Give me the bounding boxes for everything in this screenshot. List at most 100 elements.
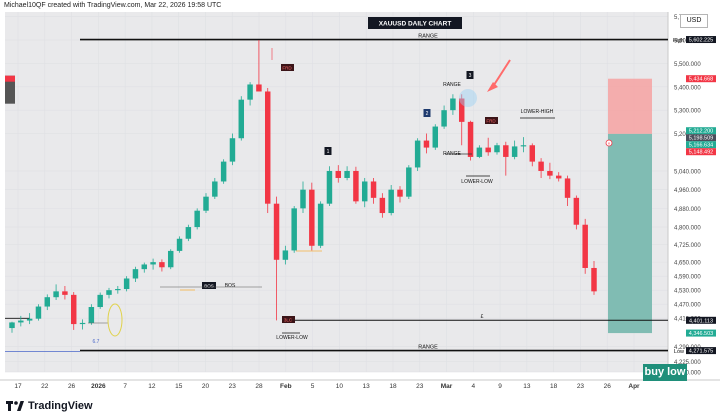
candle-body [317, 203, 324, 246]
candle-body [35, 306, 42, 319]
annotation-label: BOS [225, 283, 236, 289]
candle-body [503, 145, 509, 157]
x-tick-label: 20 [202, 383, 210, 390]
candle-body [582, 224, 588, 268]
y-tick-label: 4,180.000 [674, 371, 701, 377]
candle-body [511, 146, 518, 157]
candle-body [88, 307, 95, 323]
x-tick-label: 7 [123, 383, 127, 390]
price-tag-prefix: High [673, 38, 684, 44]
price-tag-box [686, 148, 716, 156]
annotation-badge [282, 316, 295, 323]
candle-body [44, 297, 51, 307]
annotation-label: BOS [204, 284, 214, 289]
take-profit-zone [608, 133, 652, 334]
y-tick-label: 4,880.000 [674, 207, 701, 213]
candle-body [203, 196, 209, 211]
x-tick-label: 23 [577, 383, 585, 390]
candle-body [326, 170, 333, 204]
x-tick-label: 22 [41, 383, 49, 390]
tradingview-brand-text: TradingView [28, 400, 93, 412]
candle-body [591, 267, 597, 292]
candle-body [53, 291, 59, 298]
candle-body [388, 189, 394, 214]
candle-body [467, 121, 474, 157]
candle-body [370, 181, 377, 198]
wave-label: 3 [469, 73, 472, 79]
buy-low-label: buy low [643, 364, 687, 381]
red-arrow-head [487, 82, 498, 92]
price-tag-label: 4,346.503 [689, 331, 713, 337]
candle-body [538, 161, 544, 171]
price-tag-box [686, 141, 716, 149]
x-tick-label: 9 [498, 383, 502, 390]
y-tick-label: 4,225.000 [674, 360, 701, 366]
price-tag-box [686, 347, 716, 355]
candle-body [79, 322, 86, 325]
y-tick-label: 5,300.000 [674, 109, 701, 115]
x-tick-label: 15 [175, 383, 183, 390]
left-gray-block [5, 75, 15, 104]
candle-body [194, 210, 200, 228]
candle-body [247, 84, 253, 100]
annotation-label: £ [481, 314, 484, 320]
candle-body [176, 238, 183, 251]
price-tag-label: 4,271.575 [689, 349, 713, 355]
candle-body [379, 197, 386, 214]
y-tick-label: 4,470.000 [674, 303, 701, 309]
candle-body [70, 294, 77, 325]
price-tag-box [686, 329, 716, 337]
candle-body [106, 290, 112, 295]
x-tick-label: 13 [363, 383, 371, 390]
y-tick-label: 4,590.000 [674, 275, 701, 281]
y-tick-label: 4,530.000 [674, 289, 701, 295]
candle-body [220, 161, 227, 182]
candle-body [476, 147, 483, 157]
candle-body [494, 145, 500, 153]
stop-loss-zone [608, 78, 652, 134]
candle-body [423, 140, 430, 148]
highlight-circle [459, 89, 477, 107]
candle-body [309, 189, 315, 246]
x-tick-label: 23 [229, 383, 237, 390]
price-tag-prefix: Low [674, 349, 684, 355]
tradingview-logo: TradingView [6, 400, 93, 412]
annotation-label: LOWER-LOW [461, 179, 493, 185]
candle-body [291, 208, 297, 251]
candle-body [123, 278, 130, 290]
price-tag-label: 5,166.634 [689, 143, 713, 149]
y-tick-label: 4,960.000 [674, 188, 701, 194]
x-tick-label: 26 [604, 383, 612, 390]
x-tick-label: 23 [416, 383, 424, 390]
candle-body [132, 269, 139, 279]
candle-body [159, 262, 165, 268]
x-tick-label: Feb [280, 383, 292, 390]
candle-body [353, 170, 359, 202]
candle-body [26, 318, 33, 321]
candle-body [458, 98, 465, 122]
candle-body [414, 140, 421, 168]
y-tick-label: 4,725.000 [674, 243, 701, 249]
candle-body [256, 84, 262, 92]
left-price-tag [5, 75, 15, 82]
annotation-label: LOWER-LOW [276, 335, 308, 341]
price-tag-label: 4,401.113 [689, 318, 713, 324]
x-tick-label: 28 [255, 383, 263, 390]
chart-title-box [368, 17, 462, 29]
candle-body [520, 145, 527, 147]
candle-body [229, 138, 236, 162]
y-tick-label: 4,800.000 [674, 226, 701, 232]
price-tag-box [686, 316, 716, 324]
annotation-label: RANGE [443, 82, 461, 88]
x-tick-label: 26 [68, 383, 76, 390]
x-tick-label: 17 [14, 383, 22, 390]
price-tag-label: 5,148.492 [689, 150, 713, 156]
x-tick-label: 2026 [91, 383, 106, 390]
candle-body [335, 170, 342, 178]
currency-selector[interactable]: USD [680, 14, 708, 28]
candle-body [273, 203, 280, 260]
y-tick-label: 5,400.000 [674, 85, 701, 91]
candle-body [238, 99, 245, 139]
annotation-badge [281, 64, 294, 71]
